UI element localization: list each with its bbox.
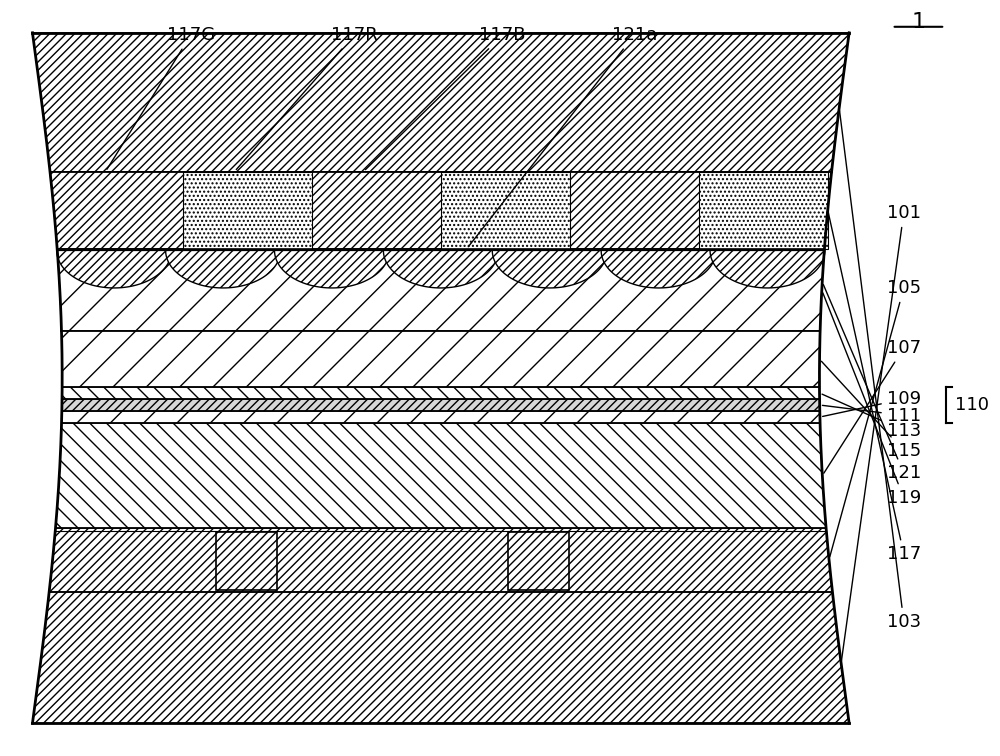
Polygon shape <box>57 250 172 288</box>
Text: 105: 105 <box>830 279 921 557</box>
Polygon shape <box>275 250 389 288</box>
Polygon shape <box>50 172 832 249</box>
Polygon shape <box>383 250 498 288</box>
Polygon shape <box>601 250 716 288</box>
Text: 110: 110 <box>955 396 989 414</box>
Polygon shape <box>492 250 607 288</box>
Text: 111: 111 <box>822 405 921 425</box>
Polygon shape <box>61 330 820 387</box>
Polygon shape <box>57 249 824 330</box>
Polygon shape <box>32 33 849 172</box>
Text: 101: 101 <box>842 204 921 661</box>
Bar <box>441 172 570 249</box>
Text: 117R: 117R <box>236 26 378 169</box>
Text: 121a: 121a <box>468 26 657 246</box>
Bar <box>216 531 277 590</box>
Bar <box>183 172 312 249</box>
Text: 117G: 117G <box>107 26 215 169</box>
Text: 121: 121 <box>823 284 921 482</box>
Text: 117B: 117B <box>365 26 526 169</box>
Text: 117: 117 <box>828 212 921 563</box>
Polygon shape <box>62 399 820 411</box>
Bar <box>508 531 569 590</box>
Polygon shape <box>49 528 832 592</box>
Text: 113: 113 <box>822 394 921 439</box>
Text: 115: 115 <box>821 361 921 460</box>
Polygon shape <box>62 411 820 423</box>
Polygon shape <box>62 387 820 399</box>
Polygon shape <box>56 423 826 528</box>
Polygon shape <box>710 250 825 288</box>
Text: 109: 109 <box>823 390 921 417</box>
Text: 103: 103 <box>840 110 921 631</box>
Text: 119: 119 <box>823 293 921 507</box>
Polygon shape <box>166 250 280 288</box>
Text: 1: 1 <box>911 11 925 32</box>
Bar <box>699 172 828 249</box>
Text: 107: 107 <box>824 339 921 473</box>
Polygon shape <box>32 592 849 723</box>
